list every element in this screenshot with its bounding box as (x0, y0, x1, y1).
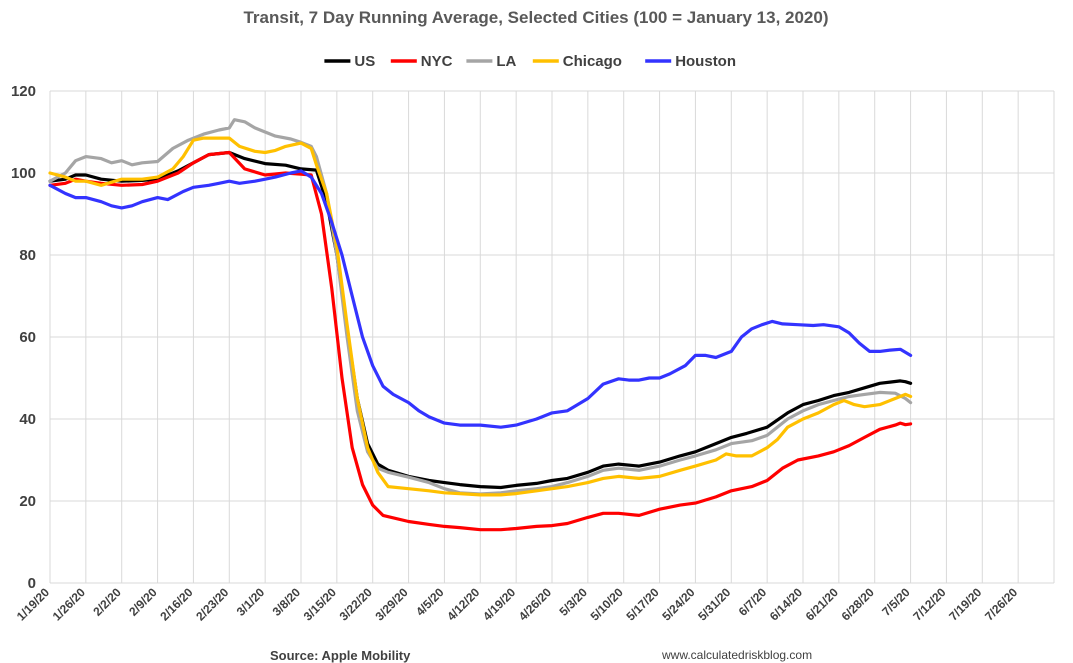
legend-label-chicago: Chicago (563, 53, 622, 70)
x-tick-label: 2/23/20 (193, 585, 231, 623)
legend-label-la: LA (496, 53, 516, 70)
x-tick-label: 2/2/20 (90, 585, 124, 619)
legend-label-houston: Houston (675, 53, 736, 70)
website-label: www.calculatedriskblog.com (661, 648, 812, 662)
x-tick-label: 6/7/20 (736, 585, 770, 619)
x-tick-label: 3/15/20 (301, 585, 339, 623)
x-tick-label: 5/3/20 (556, 585, 590, 619)
series-line-chicago (48, 136, 913, 497)
x-tick-label: 4/12/20 (444, 585, 482, 623)
x-tick-label: 2/16/20 (157, 585, 195, 623)
y-tick-label: 80 (19, 247, 36, 264)
x-tick-label: 4/5/20 (413, 585, 447, 619)
x-tick-label: 4/19/20 (480, 585, 518, 623)
x-tick-label: 3/1/20 (234, 585, 268, 619)
x-tick-label: 7/19/20 (946, 585, 984, 623)
x-tick-label: 5/24/20 (659, 585, 697, 623)
x-tick-label: 7/26/20 (982, 585, 1020, 623)
source-label: Source: Apple Mobility (270, 648, 411, 663)
x-tick-label: 2/9/20 (126, 585, 160, 619)
y-tick-label: 60 (19, 329, 36, 346)
x-tick-label: 1/26/20 (50, 585, 88, 623)
chart-title: Transit, 7 Day Running Average, Selected… (243, 8, 828, 27)
series-lines (48, 118, 913, 532)
x-tick-label: 5/31/20 (695, 585, 733, 623)
x-tick-label: 6/28/20 (839, 585, 877, 623)
x-tick-label: 5/10/20 (588, 585, 626, 623)
x-axis-ticks: 1/19/201/26/20 2/2/20 2/9/202/16/202/23/20… (14, 585, 1021, 623)
y-tick-label: 0 (28, 575, 36, 592)
gridlines (49, 90, 1055, 584)
x-tick-label: 3/29/20 (372, 585, 410, 623)
x-tick-label: 3/8/20 (270, 585, 304, 619)
y-tick-label: 20 (19, 493, 36, 510)
x-tick-label: 3/22/20 (337, 585, 375, 623)
y-tick-label: 120 (11, 83, 36, 100)
series-line-nyc (48, 150, 913, 532)
series-line-la (48, 118, 913, 496)
y-tick-label: 100 (11, 165, 36, 182)
y-axis-ticks: 0 20 40 60 80 100 120 (11, 83, 36, 592)
x-tick-label: 5/17/20 (623, 585, 661, 623)
legend-label-nyc: NYC (421, 53, 453, 70)
y-tick-label: 40 (19, 411, 36, 428)
legend: US NYC LA Chicago Houston (324, 53, 736, 70)
x-tick-label: 7/12/20 (910, 585, 948, 623)
x-tick-label: 6/14/20 (767, 585, 805, 623)
x-tick-label: 7/5/20 (879, 585, 913, 619)
legend-label-us: US (354, 53, 375, 70)
x-tick-label: 6/21/20 (803, 585, 841, 623)
x-tick-label: 4/26/20 (516, 585, 554, 623)
series-line-houston (48, 169, 913, 429)
